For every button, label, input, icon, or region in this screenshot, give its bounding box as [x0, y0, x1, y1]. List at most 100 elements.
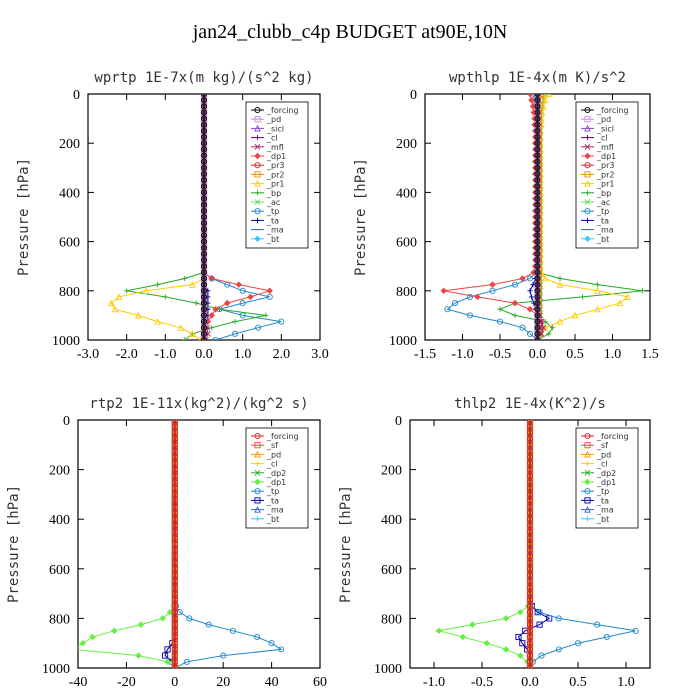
data-point	[515, 633, 522, 641]
series-line	[443, 94, 542, 340]
legend-item: _sicl	[581, 124, 614, 133]
legend-item: _tp	[581, 207, 609, 216]
series-line	[78, 420, 176, 668]
data-point	[107, 299, 115, 307]
y-tick-label: 600	[396, 236, 417, 251]
chart-panel-1: wprtp 1E-7x(m kg)/(s^2 kg) Pressure [hPa]…	[16, 70, 329, 362]
x-tick-label: -1.0	[451, 347, 473, 362]
data-point	[278, 318, 285, 325]
legend-item: _cl	[581, 460, 608, 469]
data-point	[278, 646, 285, 653]
y-tick-label: 0	[395, 414, 402, 429]
legend-box	[245, 101, 309, 249]
panel-title: wpthlp 1E-4x(m K)/s^2	[449, 70, 626, 86]
legend-label: _pd	[596, 115, 611, 124]
data-point	[255, 324, 262, 331]
data-point	[526, 275, 534, 282]
legend-marker	[254, 171, 261, 178]
data-point	[135, 652, 142, 659]
data-point	[546, 331, 552, 337]
data-point	[519, 275, 526, 282]
data-point	[466, 293, 474, 301]
series-dp1	[435, 420, 534, 668]
legend-label: _forcing	[596, 432, 629, 441]
legend-item: _bt	[251, 235, 279, 244]
series-line	[438, 420, 531, 668]
data-point	[189, 330, 196, 337]
legend-label: _ac	[596, 198, 610, 207]
data-point	[571, 311, 579, 319]
x-tick-label: 0.5	[569, 675, 587, 690]
y-tick-label: 800	[59, 285, 80, 300]
legend-label: _bp	[596, 189, 611, 198]
x-tick-label: 3.0	[311, 347, 329, 362]
legend-label: _sicl	[596, 124, 614, 133]
y-axis-label: Pressure [hPa]	[16, 158, 32, 276]
legend: _forcing_pd_sicl_cl_mfl_dp1_pr3_pr2_pr1_…	[575, 101, 639, 249]
data-point	[89, 633, 96, 641]
panel-title: thlp2 1E-4x(K^2)/s	[454, 396, 606, 412]
y-tick-label: 0	[410, 88, 417, 103]
data-point	[512, 312, 518, 318]
legend-label: _cl	[266, 134, 278, 143]
legend-marker	[584, 179, 591, 187]
data-point	[229, 627, 236, 634]
legend-item: _bp	[251, 189, 281, 198]
legend-item: _dp1	[581, 478, 616, 487]
x-tick-label: -40	[69, 675, 88, 690]
data-point	[435, 627, 443, 635]
y-tick-label: 800	[381, 612, 402, 627]
legend-label: _pr3	[266, 161, 284, 170]
data-point	[632, 627, 639, 634]
data-point	[502, 615, 510, 622]
y-tick-label: 1000	[374, 662, 402, 677]
legend-marker	[584, 497, 591, 504]
data-point	[517, 652, 524, 659]
panel-title: wprtp 1E-7x(m kg)/(s^2 kg)	[94, 70, 313, 86]
legend-item: _dp1	[581, 152, 616, 161]
legend-label: _pr2	[266, 170, 284, 179]
legend-label: _ma	[266, 226, 284, 235]
data-point	[549, 325, 556, 331]
series-dp1	[78, 420, 179, 668]
legend-box	[575, 101, 639, 249]
legend-marker	[254, 152, 261, 160]
legend-label: _bt	[266, 235, 279, 244]
legend-item: _ma	[251, 506, 284, 515]
legend-marker	[584, 135, 591, 141]
series-line	[110, 94, 205, 340]
legend-item: _bt	[581, 235, 609, 244]
y-axis-label: Pressure [hPa]	[338, 485, 354, 603]
legend-label: _pr2	[596, 170, 614, 179]
legend-label: _tp	[596, 487, 609, 496]
legend: _forcing_pd_sicl_cl_mfl_dp1_pr3_pr2_pr1_…	[245, 101, 309, 249]
data-point	[511, 281, 519, 288]
y-axis-label: Pressure [hPa]	[353, 158, 369, 276]
legend-marker	[584, 106, 591, 114]
legend-label: _tp	[596, 207, 609, 216]
data-point	[616, 299, 624, 307]
x-tick-label: 2.0	[273, 347, 291, 362]
data-point	[526, 94, 534, 98]
data-point	[186, 615, 193, 622]
data-point	[574, 640, 582, 647]
legend: _forcing_sf_pd_cl_dp2_dp1_tp_ta_ma_bt	[245, 427, 309, 529]
data-point	[266, 293, 273, 301]
data-point	[459, 633, 467, 641]
legend-label: _pr1	[596, 180, 614, 189]
legend-label: _bt	[596, 515, 609, 524]
data-point	[536, 609, 543, 616]
y-tick-label: 1000	[52, 334, 80, 349]
legend-marker	[254, 124, 261, 132]
series-layer	[107, 94, 285, 340]
legend-label: _dp1	[266, 152, 286, 161]
y-tick-label: 200	[396, 137, 417, 152]
legend-label: _cl	[596, 134, 608, 143]
legend-marker	[584, 190, 591, 196]
legend-label: _dp1	[266, 478, 286, 487]
data-point	[519, 640, 526, 647]
data-point	[451, 300, 459, 307]
data-point	[205, 621, 212, 628]
legend-marker	[584, 171, 591, 178]
